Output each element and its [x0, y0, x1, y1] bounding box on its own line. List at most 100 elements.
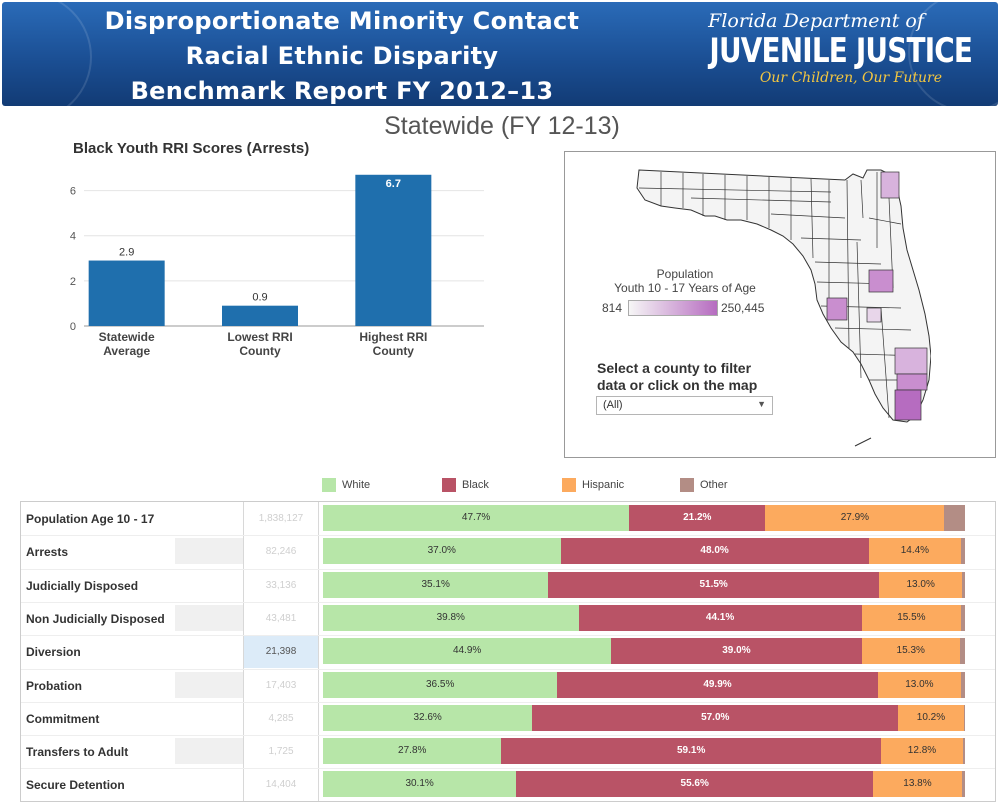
legend-item-other[interactable]: Other — [680, 478, 728, 492]
bar-segment-other[interactable] — [962, 571, 965, 598]
bar-segment-hispanic[interactable]: 14.4% — [868, 538, 962, 565]
dept-name-line1: Florida Department of — [708, 10, 924, 32]
bar-segment-black[interactable]: 21.2% — [629, 505, 766, 531]
row-shade — [175, 538, 243, 565]
stage-count[interactable]: 17,403 — [265, 679, 297, 691]
legend-swatch — [322, 478, 336, 492]
bar-segment-other[interactable] — [959, 638, 965, 665]
row-divider — [21, 568, 995, 570]
stage-count[interactable]: 14,404 — [265, 779, 297, 791]
bar[interactable] — [222, 305, 298, 326]
legend-item-black[interactable]: Black — [442, 478, 489, 492]
bar-segment-hispanic[interactable]: 15.5% — [861, 604, 962, 631]
legend-item-white[interactable]: White — [322, 478, 370, 492]
bar-segment-black[interactable]: 39.0% — [611, 638, 862, 665]
bar-segment-black[interactable]: 48.0% — [560, 538, 869, 565]
stage-label: Diversion — [26, 645, 81, 660]
bar-segment-white[interactable]: 39.8% — [323, 604, 579, 631]
stage-label: Transfers to Adult — [26, 745, 129, 760]
row-divider — [21, 601, 995, 603]
legend-swatch — [680, 478, 694, 492]
bar-segment-hispanic[interactable]: 13.8% — [873, 771, 962, 798]
bar-segment-white[interactable]: 37.0% — [323, 538, 561, 565]
row-divider — [21, 701, 995, 703]
bar-segment-hispanic[interactable]: 15.3% — [861, 638, 960, 665]
county-hillsborough[interactable] — [826, 297, 848, 321]
legend-item-hispanic[interactable]: Hispanic — [562, 478, 624, 492]
table-row[interactable]: Non Judicially Disposed 43,481 39.8% 44.1% 1… — [21, 602, 997, 635]
county-duval[interactable] — [880, 171, 900, 199]
bar-segment-other[interactable] — [961, 671, 965, 698]
dropdown-arrow-icon[interactable]: ▼ — [757, 399, 766, 409]
stage-count[interactable]: 1,725 — [268, 746, 294, 758]
row-shade — [175, 738, 243, 765]
row-divider — [21, 735, 995, 737]
bar-segment-white[interactable]: 35.1% — [323, 571, 549, 598]
bar-segment-white[interactable]: 30.1% — [323, 771, 517, 798]
stage-breakdown-table: Population Age 10 - 17 1,838,127 47.7% 21.2… — [20, 501, 996, 802]
dept-name-line2: JUVENILE JUSTICE — [709, 31, 973, 71]
county-orange[interactable] — [868, 269, 894, 293]
table-row[interactable]: Population Age 10 - 17 1,838,127 47.7% 21.2… — [21, 502, 997, 535]
bar-segment-black[interactable]: 44.1% — [578, 604, 862, 631]
stage-count[interactable]: 82,246 — [265, 546, 297, 558]
bar-segment-hispanic[interactable]: 13.0% — [878, 571, 963, 598]
race-share-bar: 37.0% 48.0% 14.4% — [323, 538, 965, 565]
bar-segment-black[interactable]: 59.1% — [501, 738, 881, 765]
bar-segment-other[interactable] — [961, 771, 965, 798]
county-miami-dade[interactable] — [894, 389, 922, 421]
florida-county-map[interactable] — [631, 158, 931, 448]
row-divider — [21, 768, 995, 770]
county-palm-beach[interactable] — [894, 347, 928, 375]
bar-segment-other[interactable] — [944, 505, 965, 531]
row-divider — [21, 535, 995, 537]
bar-segment-other[interactable] — [961, 538, 965, 565]
bar-segment-other[interactable] — [963, 738, 965, 765]
table-row[interactable]: Arrests 82,246 37.0% 48.0% 14.4% — [21, 535, 997, 568]
row-divider — [21, 635, 995, 637]
bar-segment-black[interactable]: 57.0% — [532, 704, 899, 731]
race-share-bar: 32.6% 57.0% 10.2% — [323, 704, 965, 731]
bar-segment-other[interactable] — [961, 604, 965, 631]
stage-label: Arrests — [26, 545, 69, 560]
county-filter-select[interactable]: (All) ▼ — [596, 396, 773, 415]
county-polk[interactable] — [866, 307, 882, 323]
county-broward[interactable] — [896, 373, 928, 391]
race-share-bar: 47.7% 21.2% 27.9% — [323, 505, 965, 531]
stage-count[interactable]: 1,838,127 — [258, 513, 304, 524]
table-row[interactable]: Transfers to Adult 1,725 27.8% 59.1% 12.8% — [21, 735, 997, 768]
x-tick-label: County — [373, 344, 415, 358]
bar[interactable] — [355, 174, 432, 326]
bar-segment-hispanic[interactable]: 10.2% — [898, 704, 964, 731]
report-title-line: Racial Ethnic Disparity — [185, 42, 499, 70]
table-row[interactable]: Secure Detention 14,404 30.1% 55.6% 13.8% — [21, 768, 997, 801]
stage-count[interactable]: 21,398 — [244, 635, 318, 669]
bar-segment-white[interactable]: 44.9% — [323, 638, 612, 665]
bar-segment-black[interactable]: 51.5% — [548, 571, 879, 598]
report-title: Disproportionate Minority Contact Racial… — [62, 4, 622, 106]
table-row[interactable]: Probation 17,403 36.5% 49.9% 13.0% — [21, 669, 997, 702]
table-row[interactable]: Judicially Disposed 33,136 35.1% 51.5% 13.0% — [21, 569, 997, 602]
x-tick-label: Average — [103, 344, 150, 358]
stage-count[interactable]: 43,481 — [265, 612, 297, 624]
stage-label: Non Judicially Disposed — [26, 611, 165, 626]
stage-count[interactable]: 4,285 — [268, 712, 294, 724]
bar-segment-black[interactable]: 49.9% — [557, 671, 878, 698]
x-tick-label: County — [239, 344, 281, 358]
bar-segment-hispanic[interactable]: 13.0% — [877, 671, 962, 698]
bar[interactable] — [88, 260, 165, 326]
race-share-bar: 36.5% 49.9% 13.0% — [323, 671, 965, 698]
bar-segment-white[interactable]: 47.7% — [323, 505, 630, 531]
race-share-bar: 35.1% 51.5% 13.0% — [323, 571, 965, 598]
bar-segment-white[interactable]: 27.8% — [323, 738, 502, 765]
bar-segment-black[interactable]: 55.6% — [516, 771, 874, 798]
bar-segment-hispanic[interactable]: 12.8% — [880, 738, 964, 765]
stage-count[interactable]: 33,136 — [265, 579, 297, 591]
table-row[interactable]: Commitment 4,285 32.6% 57.0% 10.2% — [21, 702, 997, 735]
table-row[interactable]: Diversion 21,398 44.9% 39.0% 15.3% — [21, 635, 997, 669]
bar-segment-hispanic[interactable]: 27.9% — [765, 505, 945, 531]
row-shade — [175, 671, 243, 698]
bar-segment-white[interactable]: 32.6% — [323, 704, 533, 731]
bar-segment-white[interactable]: 36.5% — [323, 671, 558, 698]
bar-segment-other[interactable] — [963, 704, 965, 731]
